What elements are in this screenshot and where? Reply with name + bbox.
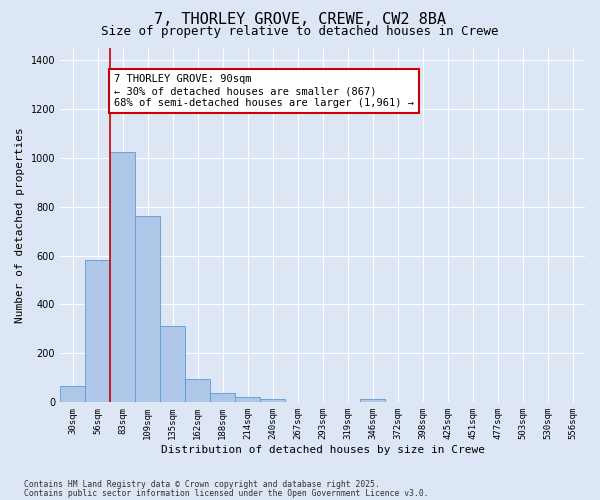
Bar [210, 393, 235, 402]
Text: 7, THORLEY GROVE, CREWE, CW2 8BA: 7, THORLEY GROVE, CREWE, CW2 8BA [154, 12, 446, 28]
Text: 7 THORLEY GROVE: 90sqm
← 30% of detached houses are smaller (867)
68% of semi-de: 7 THORLEY GROVE: 90sqm ← 30% of detached… [114, 74, 414, 108]
Bar [85, 260, 110, 402]
Text: Contains public sector information licensed under the Open Government Licence v3: Contains public sector information licen… [24, 488, 428, 498]
Bar [185, 379, 210, 402]
Bar [360, 398, 385, 402]
Bar [260, 400, 285, 402]
Text: Contains HM Land Registry data © Crown copyright and database right 2025.: Contains HM Land Registry data © Crown c… [24, 480, 380, 489]
Bar [110, 152, 135, 403]
Text: Size of property relative to detached houses in Crewe: Size of property relative to detached ho… [101, 25, 499, 38]
Bar [235, 397, 260, 402]
Bar [60, 386, 85, 402]
Bar [135, 216, 160, 402]
Y-axis label: Number of detached properties: Number of detached properties [15, 127, 25, 323]
X-axis label: Distribution of detached houses by size in Crewe: Distribution of detached houses by size … [161, 445, 485, 455]
Bar [160, 326, 185, 402]
